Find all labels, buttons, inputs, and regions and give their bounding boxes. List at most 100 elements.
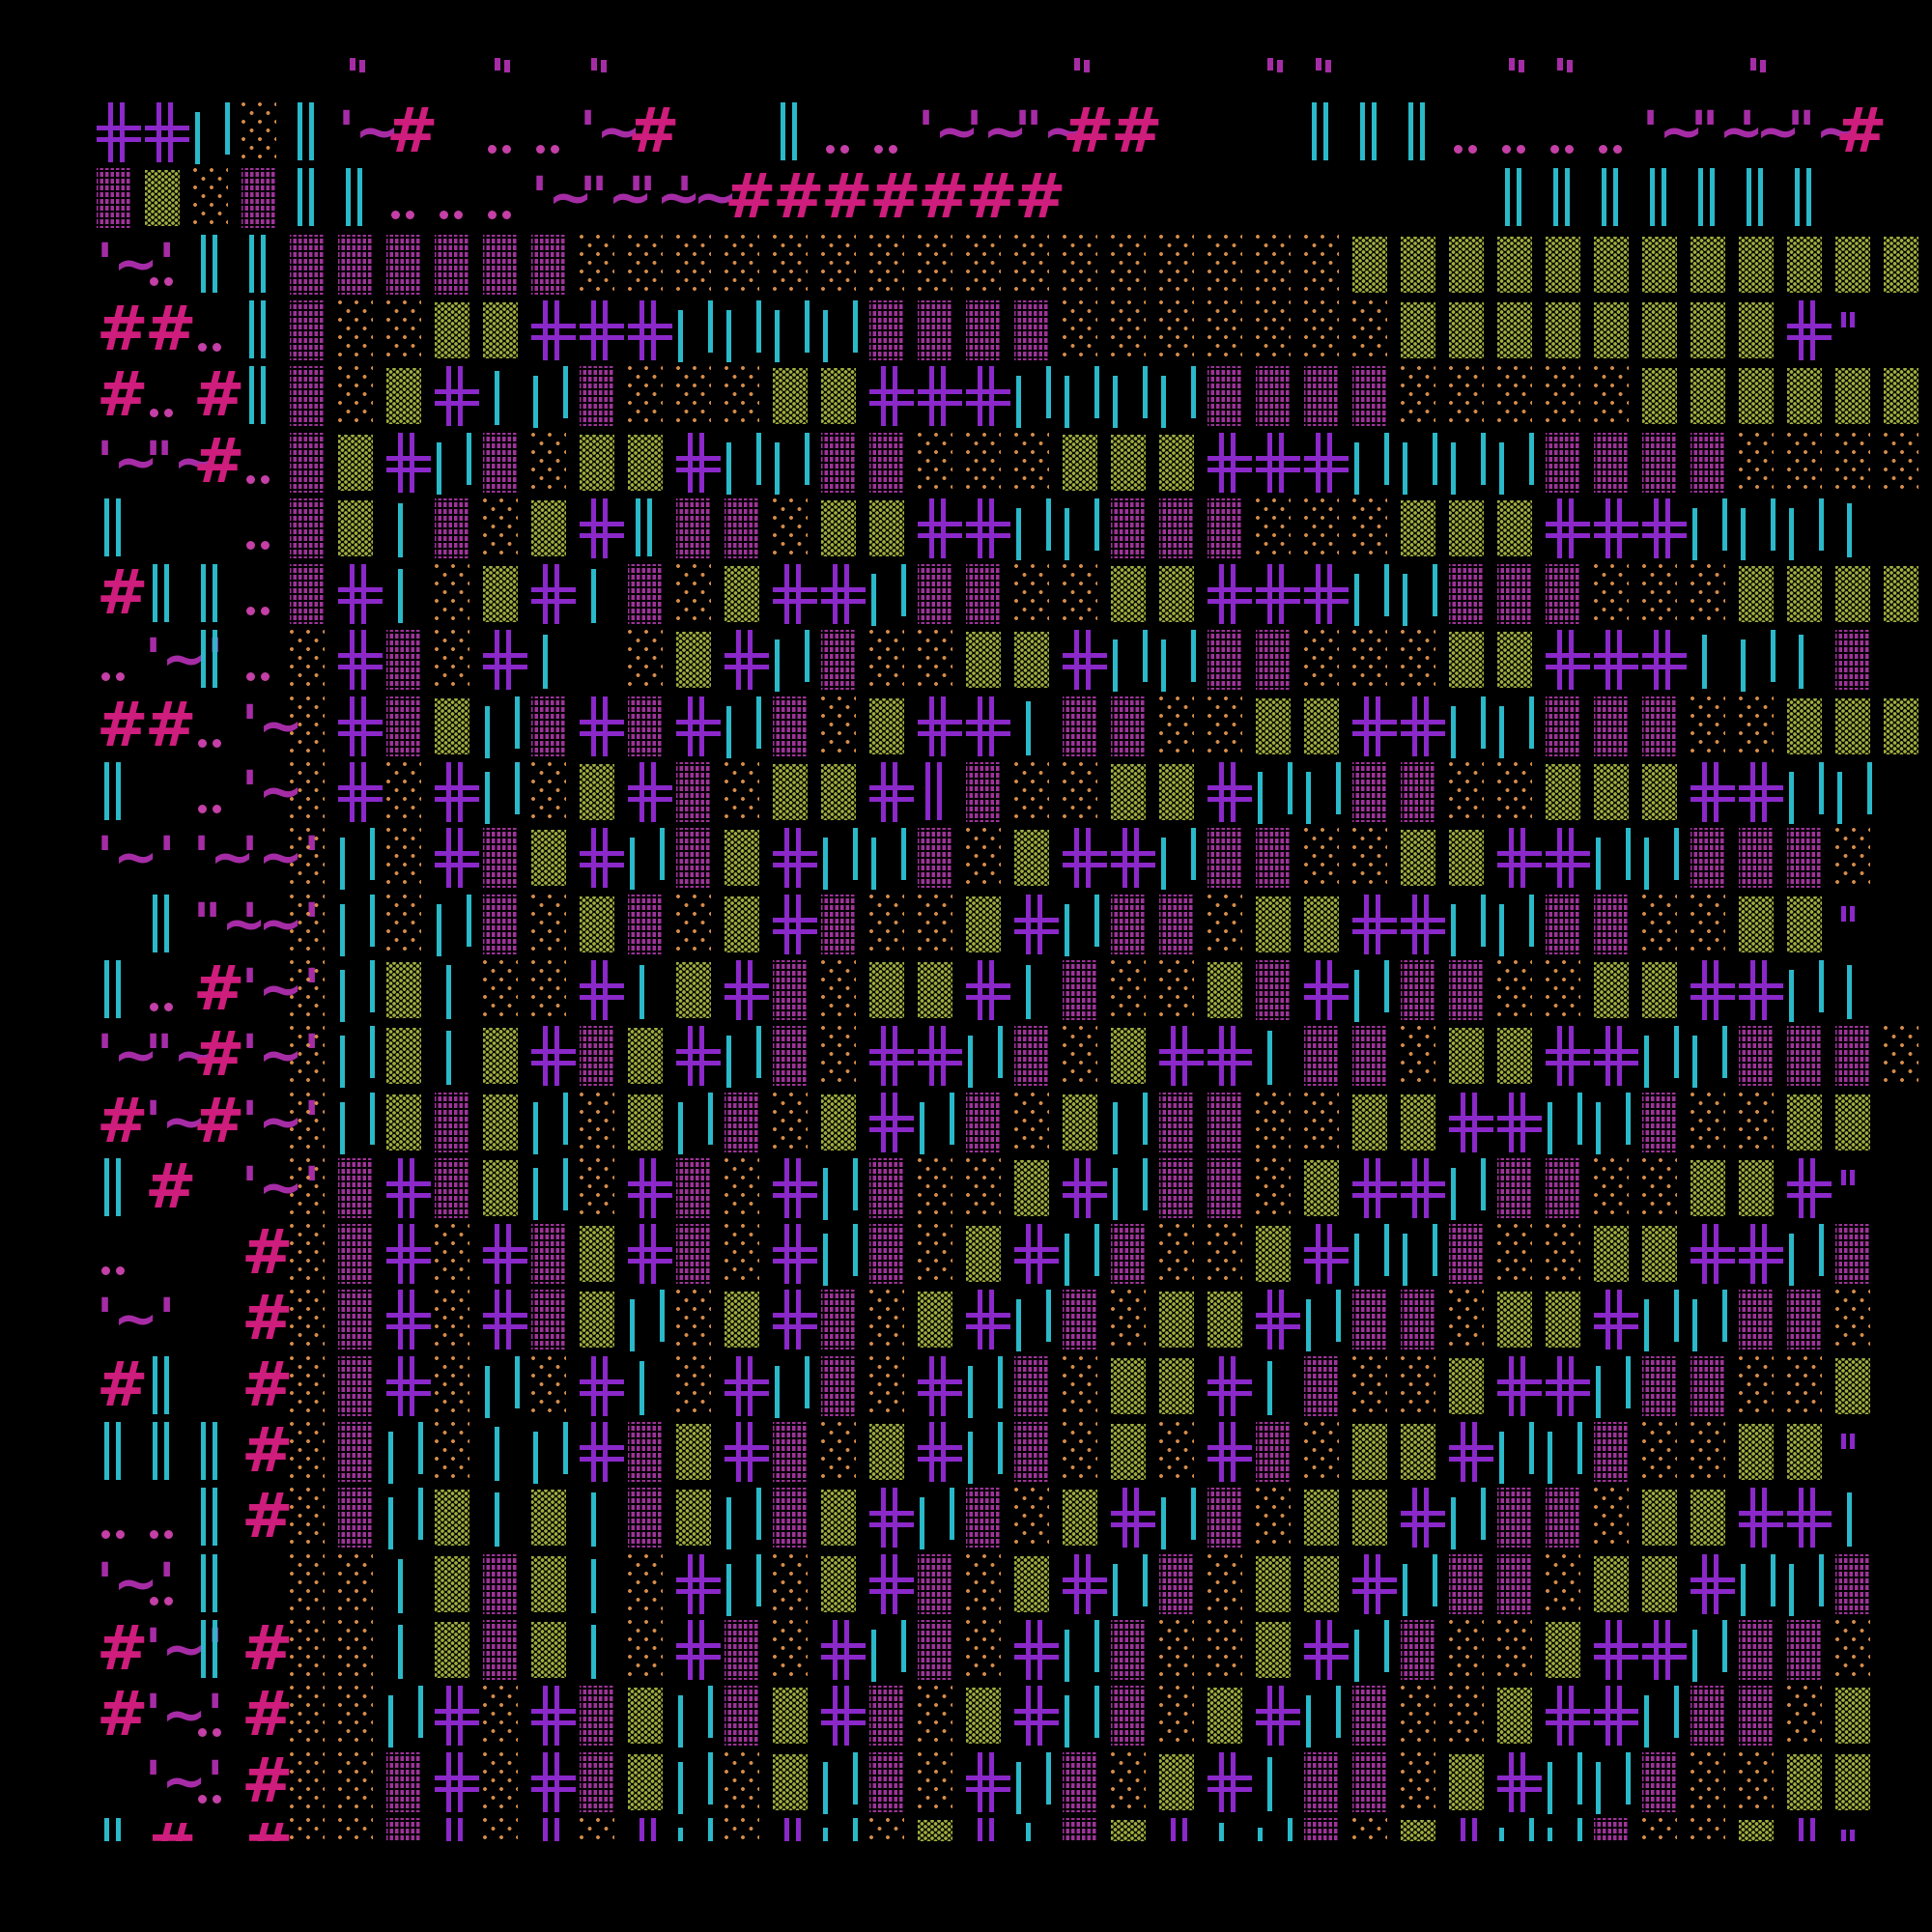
magenta-woven-rect-icon <box>1835 1026 1870 1087</box>
teal-wide-bar-pair-icon <box>823 309 828 362</box>
teal-wide-bar-pair-icon <box>726 1497 731 1550</box>
magenta-woven-rect-icon <box>531 1290 566 1350</box>
orange-dot-rect-icon <box>290 696 325 756</box>
tilde-two-ticks-icon: '~' <box>97 1288 176 1351</box>
purple-double-cross-icon <box>966 366 1010 427</box>
orange-dot-rect-icon <box>676 1355 711 1416</box>
teal-wide-bar-pair-icon <box>1789 1563 1794 1616</box>
olive-dot-rect-icon <box>1256 1555 1291 1612</box>
pink-hash-icon: # <box>1835 96 1888 167</box>
pink-hash-icon: # <box>242 1415 294 1487</box>
magenta-woven-rect-icon <box>724 497 759 558</box>
purple-double-cross-icon <box>724 1355 769 1416</box>
pink-hash-icon: # <box>242 1816 294 1841</box>
orange-dot-rect-icon <box>338 1619 373 1680</box>
purple-double-cross-icon <box>1014 1686 1059 1747</box>
pink-dot-pair-icon <box>386 168 421 228</box>
orange-dot-rect-icon <box>1159 234 1194 295</box>
pink-dot-pair-icon <box>1497 102 1532 162</box>
magenta-woven-rect-icon <box>821 1355 856 1416</box>
orange-dot-rect-icon <box>1159 1224 1194 1285</box>
magenta-woven-rect-icon <box>676 762 711 822</box>
pink-hash-icon: # <box>386 96 439 167</box>
orange-dot-rect-icon <box>966 1157 1001 1218</box>
magenta-woven-rect-icon <box>580 1686 614 1747</box>
pink-hash-icon: # <box>869 161 922 234</box>
orange-dot-rect-icon <box>1304 234 1339 295</box>
purple-double-bar-icon <box>925 762 930 820</box>
magenta-woven-rect-icon <box>290 432 325 493</box>
magenta-woven-rect-icon <box>1739 1619 1774 1680</box>
magenta-woven-rect-icon <box>1401 1619 1435 1680</box>
magenta-woven-rect-icon <box>483 828 518 889</box>
orange-dot-rect-icon <box>290 959 325 1020</box>
pink-dot-pair-icon <box>242 630 276 690</box>
tilde-tick-icon: '~ <box>918 100 980 163</box>
orange-dot-rect-icon <box>1594 1488 1629 1548</box>
olive-dot-rect-icon <box>1449 301 1484 358</box>
purple-double-cross-icon <box>773 1817 817 1841</box>
olive-dot-rect-icon <box>483 1159 518 1216</box>
orange-dot-rect-icon <box>918 630 952 691</box>
purple-double-cross-icon <box>773 1157 817 1218</box>
purple-double-cross-icon <box>580 696 624 756</box>
magenta-woven-rect-icon <box>1208 366 1242 427</box>
teal-wide-bar-pair-icon <box>678 1101 683 1154</box>
pink-dot-pair-icon <box>242 433 276 493</box>
pink-hash-icon: # <box>242 1217 294 1290</box>
teal-wide-bar-pair-icon <box>726 441 731 495</box>
magenta-woven-rect-icon <box>1063 1751 1097 1812</box>
olive-dot-rect-icon <box>1787 566 1822 623</box>
purple-double-cross-icon <box>483 1224 527 1285</box>
olive-dot-rect-icon <box>1739 301 1774 358</box>
magenta-woven-rect-icon <box>1739 828 1774 889</box>
purple-double-cross-icon <box>1111 828 1155 889</box>
olive-dot-rect-icon <box>1063 1094 1097 1151</box>
teal-wide-bar-pair-icon <box>340 969 345 1022</box>
pink-dot-pair-icon <box>242 564 276 624</box>
orange-dot-rect-icon <box>628 1619 663 1680</box>
orange-dot-rect-icon <box>628 234 663 295</box>
orange-dot-rect-icon <box>290 1817 325 1841</box>
olive-dot-rect-icon <box>1546 236 1580 293</box>
purple-double-cross-icon <box>966 1290 1010 1350</box>
orange-dot-rect-icon <box>724 366 759 427</box>
magenta-woven-rect-icon <box>386 1817 421 1841</box>
orange-dot-rect-icon <box>531 959 566 1020</box>
orange-dot-rect-icon <box>1690 1751 1725 1812</box>
teal-wide-bar-pair-icon <box>1692 1299 1697 1352</box>
purple-double-cross-icon <box>1546 1355 1590 1416</box>
pink-hash-icon: # <box>97 293 149 365</box>
orange-dot-rect-icon <box>435 1355 469 1416</box>
orange-dot-rect-icon <box>676 564 711 625</box>
teal-wide-bar-pair-icon <box>678 1761 683 1814</box>
teal-wide-bar-pair-icon <box>1596 1761 1601 1814</box>
orange-dot-rect-icon <box>1401 1026 1435 1087</box>
purple-double-cross-icon <box>1690 959 1735 1020</box>
teal-wide-bar-pair-icon <box>1065 903 1069 956</box>
olive-dot-rect-icon <box>1594 764 1629 820</box>
olive-dot-rect-icon <box>676 632 711 689</box>
olive-dot-rect-icon <box>1111 764 1146 820</box>
magenta-woven-rect-icon <box>1642 1751 1677 1812</box>
orange-dot-rect-icon <box>1739 1355 1774 1416</box>
teal-wide-bar-pair-icon <box>1354 441 1359 495</box>
orange-dot-rect-icon <box>1159 1619 1194 1680</box>
purple-tick-pair-icon <box>1841 1829 1846 1841</box>
orange-dot-rect-icon <box>1835 432 1870 493</box>
orange-dot-rect-icon <box>1208 1553 1242 1614</box>
magenta-woven-rect-icon <box>773 696 808 756</box>
teal-single-bar-icon <box>495 1492 499 1548</box>
pink-dot-pair-icon <box>1546 102 1580 162</box>
olive-dot-rect-icon <box>773 764 808 820</box>
orange-dot-rect-icon <box>580 1817 614 1841</box>
purple-double-cross-icon <box>580 828 624 889</box>
purple-double-cross-icon <box>580 497 624 558</box>
purple-double-cross-icon <box>1739 1488 1783 1548</box>
magenta-woven-rect-icon <box>1063 1290 1097 1350</box>
magenta-woven-rect-icon <box>1546 894 1580 954</box>
purple-double-cross-icon <box>1208 1355 1252 1416</box>
orange-dot-rect-icon <box>1256 299 1291 360</box>
orange-dot-rect-icon <box>1690 1817 1725 1841</box>
orange-dot-rect-icon <box>821 234 856 295</box>
